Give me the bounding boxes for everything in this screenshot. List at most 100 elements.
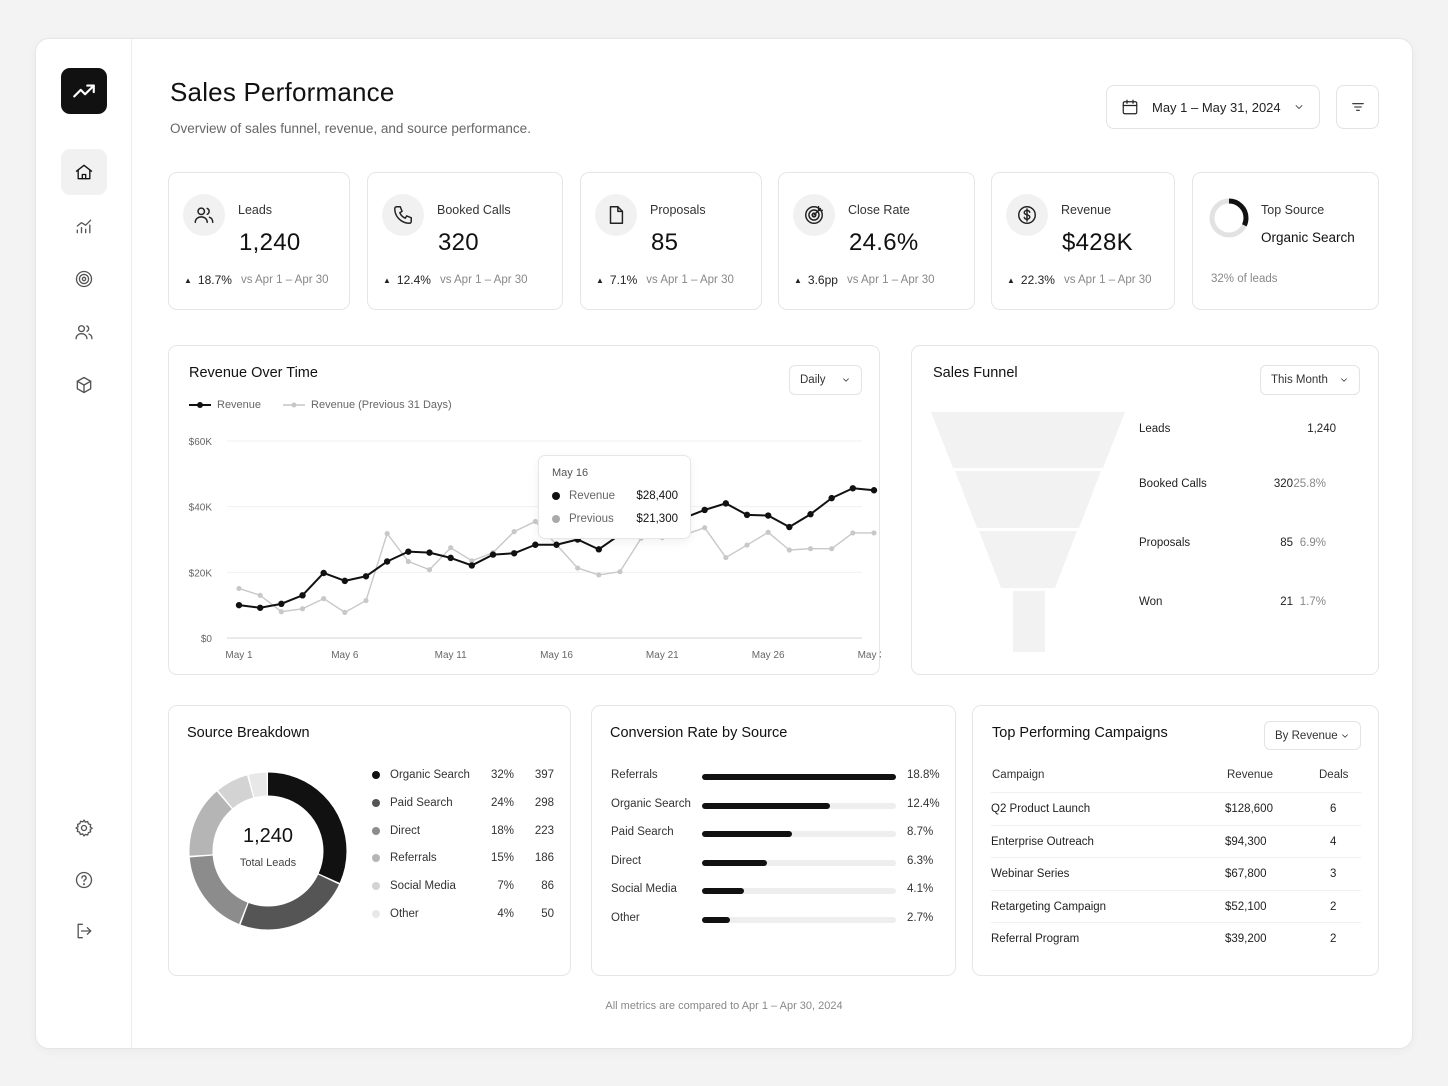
conversion-row[interactable]: Direct 6.3% (611, 855, 941, 871)
data-point-revenue[interactable] (278, 600, 285, 608)
data-point-previous[interactable] (363, 597, 369, 604)
data-point-previous[interactable] (236, 585, 242, 592)
data-point-previous[interactable] (575, 565, 581, 571)
table-row[interactable]: Webinar Series $67,800 3 (991, 857, 1361, 890)
data-point-previous[interactable] (829, 546, 835, 552)
kpi-card-booked-calls[interactable]: Booked Calls 320 ▲ 12.4% vs Apr 1 – Apr 30 (367, 172, 563, 310)
data-point-revenue[interactable] (405, 548, 412, 555)
date-range-picker[interactable]: May 1 – May 31, 2024 (1106, 85, 1320, 129)
data-point-revenue[interactable] (341, 577, 349, 585)
revenue-interval-dropdown[interactable]: Daily (789, 365, 862, 395)
data-point-revenue[interactable] (468, 562, 476, 569)
data-point-revenue[interactable] (383, 558, 391, 565)
app-logo[interactable] (61, 68, 107, 114)
kpi-card-proposals[interactable]: Proposals 85 ▲ 7.1% vs Apr 1 – Apr 30 (580, 172, 762, 310)
data-point-revenue[interactable] (447, 554, 454, 562)
data-point-revenue[interactable] (870, 487, 878, 494)
nav-targets[interactable] (61, 256, 107, 302)
nav-home[interactable] (61, 149, 107, 195)
data-point-previous[interactable] (278, 609, 284, 615)
kpi-card-top-source[interactable]: Top Source Organic Search 32% of leads (1192, 172, 1379, 310)
data-point-previous[interactable] (342, 609, 348, 615)
conversion-pct: 4.1% (907, 883, 934, 896)
table-row[interactable]: Referral Program $39,200 2 (991, 922, 1361, 955)
source-legend-row[interactable]: Other 4% 50 (372, 908, 554, 920)
source-legend-row[interactable]: Direct 18% 223 (372, 825, 554, 837)
column-header-revenue[interactable]: Revenue (1227, 769, 1274, 781)
data-point-previous[interactable] (744, 542, 750, 548)
data-point-revenue[interactable] (553, 541, 560, 548)
data-point-previous[interactable] (723, 554, 729, 561)
data-point-revenue[interactable] (786, 523, 793, 531)
data-point-previous[interactable] (807, 546, 814, 552)
source-legend-row[interactable]: Referrals 15% 186 (372, 852, 554, 864)
data-point-revenue[interactable] (256, 604, 264, 611)
donut-slice[interactable] (189, 772, 347, 930)
kpi-card-close-rate[interactable]: Close Rate 24.6% ▲ 3.6pp vs Apr 1 – Apr 30 (778, 172, 975, 310)
data-point-previous[interactable] (405, 558, 411, 565)
data-point-revenue[interactable] (764, 512, 772, 519)
data-point-previous[interactable] (596, 572, 602, 578)
data-point-previous[interactable] (765, 529, 771, 535)
table-row[interactable]: Retargeting Campaign $52,100 2 (991, 889, 1361, 923)
data-point-revenue[interactable] (320, 569, 327, 577)
data-point-previous[interactable] (257, 592, 263, 598)
column-header-campaign[interactable]: Campaign (992, 769, 1045, 781)
data-point-revenue[interactable] (722, 500, 730, 507)
conversion-row[interactable]: Social Media 4.1% (611, 883, 941, 899)
data-point-revenue[interactable] (299, 592, 306, 599)
data-point-previous[interactable] (617, 569, 623, 575)
data-point-previous[interactable] (448, 545, 454, 551)
data-point-revenue[interactable] (849, 485, 857, 492)
conversion-row[interactable]: Other 2.7% (611, 912, 941, 928)
data-point-revenue[interactable] (807, 511, 814, 518)
data-point-previous[interactable] (384, 530, 390, 537)
data-point-revenue[interactable] (426, 549, 433, 556)
source-legend-row[interactable]: Social Media 7% 86 (372, 880, 554, 892)
kpi-card-leads[interactable]: Leads 1,240 ▲ 18.7% vs Apr 1 – Apr 30 (168, 172, 350, 310)
column-header-deals[interactable]: Deals (1319, 769, 1349, 781)
data-point-previous[interactable] (299, 606, 306, 612)
nav-logout[interactable] (61, 908, 107, 954)
nav-settings[interactable] (61, 805, 107, 851)
data-point-previous[interactable] (469, 558, 475, 564)
kpi-label: Close Rate (848, 203, 910, 217)
data-point-previous[interactable] (871, 530, 877, 536)
data-point-revenue[interactable] (510, 550, 518, 557)
table-row[interactable]: Q2 Product Launch $128,600 6 (991, 792, 1361, 825)
y-tick-label: $60K (189, 437, 213, 448)
donut-slice[interactable] (189, 772, 347, 930)
funnel-period-dropdown[interactable]: This Month (1260, 365, 1360, 395)
kpi-card-revenue[interactable]: Revenue $428K ▲ 22.3% vs Apr 1 – Apr 30 (991, 172, 1175, 310)
nav-users[interactable] (61, 309, 107, 355)
data-point-previous[interactable] (426, 567, 433, 573)
data-point-revenue[interactable] (595, 546, 603, 553)
campaigns-sort-dropdown[interactable]: By Revenue (1264, 721, 1361, 750)
data-point-revenue[interactable] (743, 511, 751, 519)
source-legend-row[interactable]: Organic Search 32% 397 (372, 769, 554, 781)
data-point-revenue[interactable] (489, 551, 497, 558)
conversion-row[interactable]: Paid Search 8.7% (611, 826, 941, 842)
table-row[interactable]: Enterprise Outreach $94,300 4 (991, 824, 1361, 858)
data-point-previous[interactable] (532, 518, 538, 525)
data-point-revenue[interactable] (701, 506, 708, 514)
data-point-previous[interactable] (850, 530, 856, 536)
data-point-previous[interactable] (511, 529, 517, 535)
conversion-pct: 12.4% (907, 797, 940, 810)
nav-analytics[interactable] (61, 203, 107, 249)
source-legend-row[interactable]: Paid Search 24% 298 (372, 797, 554, 809)
conversion-row[interactable]: Organic Search 12.4% (611, 798, 941, 814)
data-point-revenue[interactable] (362, 573, 370, 580)
kpi-label: Booked Calls (437, 203, 511, 217)
data-point-revenue[interactable] (235, 601, 243, 609)
nav-help[interactable] (61, 857, 107, 903)
data-point-previous[interactable] (321, 596, 327, 602)
data-point-previous[interactable] (702, 525, 708, 531)
filter-button[interactable] (1336, 85, 1379, 129)
conversion-row[interactable]: Referrals 18.8% (611, 769, 941, 785)
data-point-previous[interactable] (786, 547, 792, 553)
data-point-revenue[interactable] (828, 494, 835, 502)
donut-slice[interactable] (189, 772, 347, 930)
nav-products[interactable] (61, 362, 107, 408)
data-point-revenue[interactable] (532, 541, 539, 548)
